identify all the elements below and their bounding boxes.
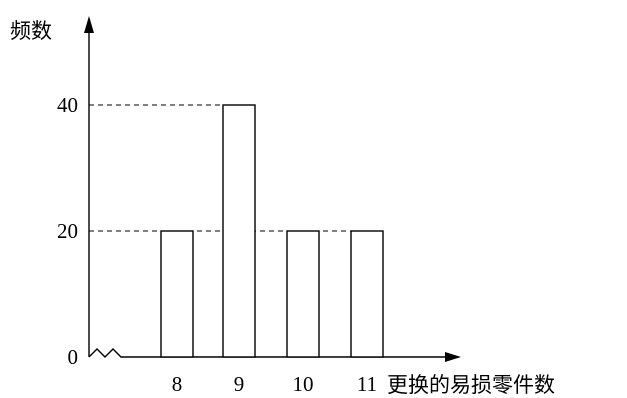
y-axis-label: 频数	[10, 19, 52, 43]
y-tick-label: 20	[57, 219, 78, 243]
bar-9	[222, 104, 256, 358]
bar-11	[350, 230, 384, 358]
x-tick-labels: 8 9 10 11	[172, 372, 377, 396]
x-tick-label: 8	[172, 372, 183, 396]
x-tick-label: 11	[357, 372, 377, 396]
y-tick-label: 40	[57, 93, 78, 117]
axis-break-icon	[88, 348, 129, 358]
x-axis: 更换的易损零件数	[88, 348, 555, 397]
y-tick-labels: 0 20 40	[57, 93, 78, 369]
x-axis-arrow	[445, 352, 461, 362]
x-tick-label: 10	[293, 372, 314, 396]
y-axis-arrow	[84, 16, 94, 33]
y-tick-label: 0	[68, 345, 79, 369]
x-tick-label: 9	[234, 372, 245, 396]
bar-10	[286, 230, 320, 358]
bars	[160, 104, 384, 358]
x-axis-label: 更换的易损零件数	[387, 373, 555, 397]
bar-8	[160, 230, 194, 358]
y-axis: 频数	[10, 16, 94, 357]
